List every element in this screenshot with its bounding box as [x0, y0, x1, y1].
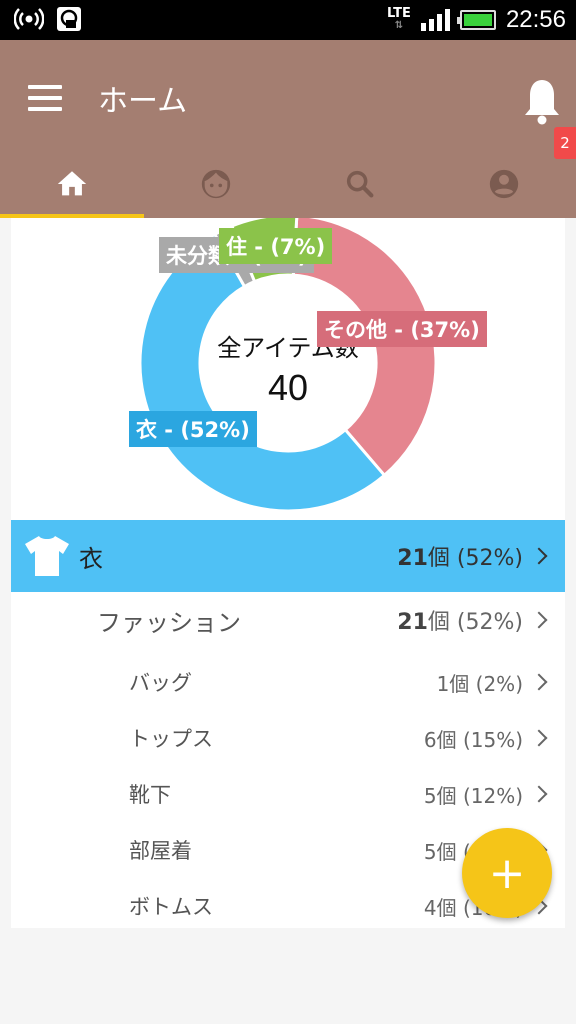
item-count: 1個 (2%)	[436, 671, 523, 696]
donut-center: 全アイテム数 40	[188, 328, 388, 409]
chevron-right-icon	[530, 611, 548, 629]
search-icon	[346, 170, 374, 198]
slice-label-clothing: 衣 - (52%)	[129, 411, 257, 447]
home-icon	[57, 171, 87, 196]
add-item-button[interactable]: +	[462, 828, 552, 918]
tab-account[interactable]	[432, 150, 576, 218]
subcategory-count: 21個 (52%)	[397, 610, 523, 635]
subcategory-name: ファッション	[97, 608, 241, 637]
app-bar: ホーム 2	[0, 40, 576, 218]
page-title: ホーム	[98, 84, 188, 119]
category-row-clothing[interactable]: 衣 21個 (52%)	[11, 520, 565, 592]
list-item[interactable]: トップス 6個 (15%)	[11, 710, 565, 766]
chevron-right-icon	[530, 785, 548, 803]
content-card: 全アイテム数 40 その他 - (37%) 衣 - (52%) 未分類 - (2…	[11, 218, 565, 928]
chevron-right-icon	[530, 673, 548, 691]
face-icon	[201, 169, 231, 199]
donut-slice-other[interactable]	[291, 218, 438, 478]
notification-badge: 2	[554, 127, 576, 159]
donut-chart[interactable]: 全アイテム数 40 その他 - (37%) 衣 - (52%) 未分類 - (2…	[11, 218, 565, 518]
slice-label-housing: 住 - (7%)	[219, 228, 333, 264]
list-item[interactable]: バッグ 1個 (2%)	[11, 654, 565, 710]
tab-search[interactable]	[288, 150, 432, 218]
item-count: 6個 (15%)	[423, 727, 523, 752]
chevron-right-icon	[530, 729, 548, 747]
item-count: 5個 (12%)	[423, 783, 523, 808]
category-count: 21個 (52%)	[397, 546, 523, 571]
total-items-value: 40	[267, 367, 309, 408]
status-time: 22:56	[505, 6, 566, 33]
category-name: 衣	[79, 544, 103, 573]
item-name: 靴下	[129, 783, 171, 807]
network-type: LTE ⇅	[387, 6, 411, 31]
status-bar: LTE ⇅ 22:56	[0, 0, 576, 40]
shirt-icon	[25, 536, 69, 576]
item-name: 部屋着	[129, 839, 192, 863]
item-name: ボトムス	[129, 895, 213, 919]
tab-home[interactable]	[0, 150, 144, 218]
app-notification-icon	[57, 7, 81, 31]
menu-icon[interactable]	[28, 85, 62, 111]
battery-icon	[456, 10, 496, 30]
chevron-right-icon	[530, 547, 548, 565]
account-circle-icon	[489, 169, 519, 199]
tab-face[interactable]	[144, 150, 288, 218]
item-name: バッグ	[129, 671, 192, 695]
list-item[interactable]: 靴下 5個 (12%)	[11, 766, 565, 822]
tab-bar	[0, 150, 576, 218]
status-right-icons: LTE ⇅ 22:56	[387, 0, 566, 40]
signal-icon	[420, 9, 450, 31]
hotspot-icon	[14, 8, 44, 30]
slice-label-other: その他 - (37%)	[317, 311, 487, 347]
subcategory-row-fashion[interactable]: ファッション 21個 (52%)	[11, 592, 565, 648]
status-left-icons	[14, 6, 82, 32]
item-name: トップス	[129, 727, 213, 751]
notification-bell-icon[interactable]	[522, 76, 562, 126]
